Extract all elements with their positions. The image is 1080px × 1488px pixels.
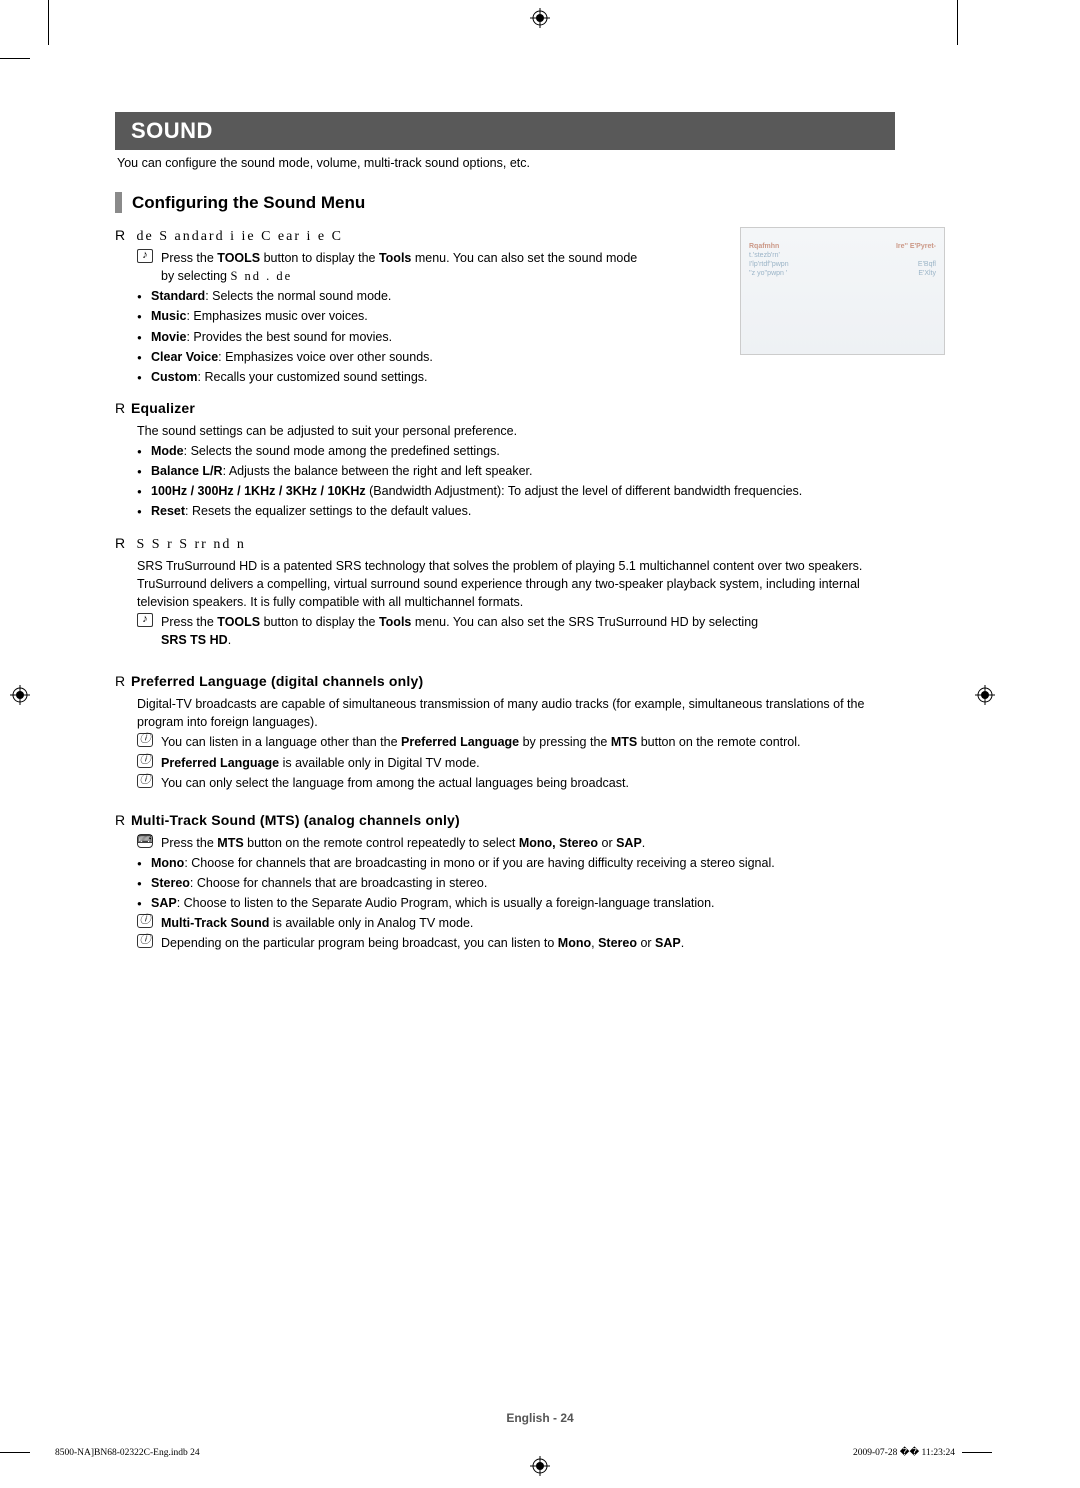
r-mark: R (115, 673, 131, 689)
list-item: Standard: Selects the normal sound mode. (137, 287, 647, 305)
list-item: Mode: Selects the sound mode among the p… (137, 442, 895, 460)
page-content: SOUND You can configure the sound mode, … (115, 112, 895, 955)
text: Preferred Language is available only in … (161, 756, 480, 770)
list-item: Music: Emphasizes music over voices. (137, 307, 647, 325)
text: Multi-Track Sound is available only in A… (161, 916, 473, 930)
tools-icon: ♪ (137, 613, 153, 627)
imprint-left: 8500-NA]BN68-02322C-Eng.indb 24 (55, 1448, 200, 1458)
list-item: Balance L/R: Adjusts the balance between… (137, 462, 895, 480)
heading-bar-icon (115, 192, 122, 213)
subsection-title: Multi-Track Sound (MTS) (analog channels… (131, 812, 460, 828)
list-item: Movie: Provides the best sound for movie… (137, 328, 647, 346)
subsection-preferred-language: RPreferred Language (digital channels on… (115, 673, 895, 792)
text: Depending on the particular program bein… (161, 936, 684, 950)
chapter-title: SOUND (115, 112, 895, 150)
page-footer: English - 24 (506, 1411, 573, 1425)
note-line: ⓘ Multi-Track Sound is available only in… (137, 914, 895, 932)
subsection-head: RMulti-Track Sound (MTS) (analog channel… (115, 812, 895, 830)
subsection-title: S S r S rr nd n (131, 537, 246, 552)
subsection-equalizer: REqualizer The sound settings can be adj… (115, 400, 895, 521)
tools-tip: ♪ Press the TOOLS button to display the … (137, 249, 647, 285)
chapter-intro: You can configure the sound mode, volume… (117, 156, 895, 170)
subsection-mode: R de S andard i ie C ear i e C ♪ Press t… (115, 227, 895, 386)
registration-mark-icon (10, 685, 30, 705)
subsection-title: de S andard i ie C ear i e C (131, 229, 343, 244)
note-icon: ⓘ (137, 774, 153, 788)
text: Press the TOOLS button to display the To… (161, 615, 758, 647)
note-line: ⓘ You can only select the language from … (137, 774, 895, 792)
text: SRS TruSurround HD is a patented SRS tec… (137, 557, 895, 611)
section-heading: Configuring the Sound Menu (115, 192, 895, 213)
subsection-head: R S S r S rr nd n (115, 535, 895, 553)
r-mark: R (115, 812, 131, 828)
crop-mark (0, 58, 30, 59)
osd-preview: RqafmhnIre'' E'Pyret-t.'stezb'rn'I'lp'rt… (740, 227, 945, 355)
registration-mark-icon (530, 8, 550, 28)
list-item: 100Hz / 300Hz / 1KHz / 3KHz / 10KHz (Ban… (137, 482, 895, 500)
list-item: SAP: Choose to listen to the Separate Au… (137, 894, 895, 912)
crop-mark (0, 1452, 30, 1453)
subsection-head: REqualizer (115, 400, 895, 418)
note-icon: ⓘ (137, 733, 153, 747)
note-line: ⓘ You can listen in a language other tha… (137, 733, 895, 751)
registration-mark-icon (975, 685, 995, 705)
note-icon: ⓘ (137, 934, 153, 948)
section-heading-text: Configuring the Sound Menu (132, 193, 365, 213)
registration-mark-icon (530, 1456, 550, 1476)
tools-icon: ♪ (137, 249, 153, 263)
mode-list: Standard: Selects the normal sound mode.… (137, 287, 647, 386)
button-tip: ⌨ Press the MTS button on the remote con… (137, 834, 895, 852)
note-line: ⓘ Preferred Language is available only i… (137, 754, 895, 772)
subsection-head: RPreferred Language (digital channels on… (115, 673, 895, 691)
imprint-right: 2009-07-28 �� 11:23:24 (853, 1447, 955, 1458)
r-mark: R (115, 400, 131, 416)
text: Press the TOOLS button to display the To… (161, 251, 637, 283)
osd-row: RqafmhnIre'' E'Pyret- (749, 242, 936, 251)
tools-tip: ♪ Press the TOOLS button to display the … (137, 613, 895, 649)
text: Digital-TV broadcasts are capable of sim… (137, 695, 895, 731)
list-item: Custom: Recalls your customized sound se… (137, 368, 647, 386)
osd-row: ''z yo''pwpn 'E'Xlty (749, 269, 936, 278)
note-line: ⓘ Depending on the particular program be… (137, 934, 895, 952)
list-item: Clear Voice: Emphasizes voice over other… (137, 348, 647, 366)
list-item: Mono: Choose for channels that are broad… (137, 854, 895, 872)
subsection-mts: RMulti-Track Sound (MTS) (analog channel… (115, 812, 895, 953)
note-icon: ⓘ (137, 754, 153, 768)
crop-mark (962, 1452, 992, 1453)
subsection-title: Preferred Language (digital channels onl… (131, 673, 423, 689)
osd-row: t.'stezb'rn' (749, 251, 936, 260)
note-icon: ⓘ (137, 914, 153, 928)
text: You can only select the language from am… (161, 776, 629, 790)
list-item: Reset: Resets the equalizer settings to … (137, 502, 895, 520)
text: The sound settings can be adjusted to su… (137, 422, 895, 440)
osd-row: I'lp'rtdf''pwpnE'Bqfl (749, 260, 936, 269)
remote-button-icon: ⌨ (137, 834, 153, 848)
crop-mark (957, 0, 958, 45)
crop-mark (48, 0, 49, 45)
mts-list: Mono: Choose for channels that are broad… (137, 854, 895, 912)
subsection-srs: R S S r S rr nd n SRS TruSurround HD is … (115, 535, 895, 650)
text: Press the MTS button on the remote contr… (161, 836, 645, 850)
text: You can listen in a language other than … (161, 735, 801, 749)
equalizer-list: Mode: Selects the sound mode among the p… (137, 442, 895, 521)
list-item: Stereo: Choose for channels that are bro… (137, 874, 895, 892)
r-mark: R (115, 227, 131, 243)
subsection-title: Equalizer (131, 400, 195, 416)
r-mark: R (115, 535, 131, 551)
